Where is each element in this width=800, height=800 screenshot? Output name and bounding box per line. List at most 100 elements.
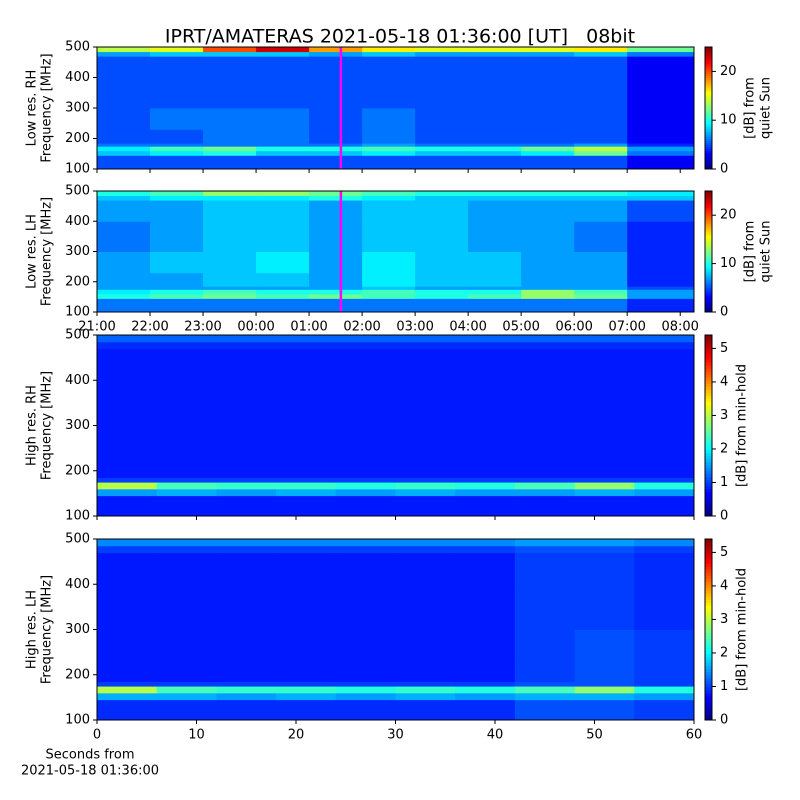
colorbar-tick-label: 1 <box>720 679 728 694</box>
y-tick-label: 200 <box>65 131 90 146</box>
heatmap-cell <box>362 195 416 201</box>
heatmap-cell <box>203 56 257 78</box>
heatmap-cell <box>203 77 257 109</box>
heatmap-cell <box>156 686 217 694</box>
heatmap-cell <box>216 545 277 554</box>
heatmap-cell <box>256 51 310 57</box>
colorbar-cell <box>705 63 712 66</box>
y-axis-label: High res. LH <box>25 590 40 669</box>
y-tick-label: 400 <box>65 214 90 229</box>
heatmap-cell <box>97 108 151 130</box>
heatmap-cell <box>574 686 635 694</box>
heatmap-cell <box>156 482 217 490</box>
heatmap-cell <box>468 298 522 313</box>
heatmap-cell <box>203 221 257 252</box>
colorbar-cell <box>705 551 712 555</box>
colorbar-tick-label: 10 <box>720 113 737 128</box>
heatmap-cell <box>335 545 396 554</box>
heatmap-cell <box>150 51 204 57</box>
heatmap-cell <box>276 477 337 483</box>
heatmap-cell <box>455 545 516 554</box>
heatmap-cell <box>521 293 575 299</box>
colorbar-cell <box>705 263 712 267</box>
colorbar-cell <box>705 668 712 673</box>
colorbar-cell <box>705 134 712 137</box>
heatmap-cell <box>203 251 257 274</box>
colorbar-cell <box>705 99 712 103</box>
heatmap-cell <box>203 155 257 170</box>
heatmap-cell <box>97 482 158 490</box>
heatmap-cell <box>150 146 204 152</box>
colorbar-label: quiet Sun <box>759 77 774 139</box>
colorbar-cell <box>705 67 712 70</box>
heatmap-cell <box>574 143 628 147</box>
heatmap-cell <box>203 286 257 290</box>
heatmap-cell <box>362 289 416 295</box>
heatmap-cell <box>216 584 277 630</box>
heatmap-cell <box>156 341 217 350</box>
heatmap-cell <box>216 348 277 381</box>
heatmap-cell <box>362 108 416 130</box>
heatmap-cell <box>156 539 217 547</box>
colorbar-cell <box>705 291 712 295</box>
colorbar-cell <box>705 608 712 612</box>
heatmap-cell <box>415 293 469 299</box>
heatmap-cell <box>468 108 522 130</box>
colorbar-cell <box>705 542 712 546</box>
heatmap-cell <box>150 150 204 156</box>
heatmap-cell <box>627 286 695 290</box>
colorbar-cell <box>705 295 712 299</box>
heatmap-cell <box>216 380 277 426</box>
colorbar-cell <box>705 87 712 91</box>
x-tick-label: 60 <box>686 728 703 743</box>
colorbar-tick-label: 2 <box>720 645 728 660</box>
heatmap-cell <box>634 584 695 630</box>
heatmap-cell <box>276 699 337 721</box>
heatmap-cell <box>156 425 217 458</box>
x-tick-label: 07:00 <box>608 320 645 335</box>
heatmap-cell <box>574 482 635 490</box>
heatmap-cell <box>216 341 277 350</box>
colorbar-cell <box>705 392 712 396</box>
heatmap-cell <box>97 457 158 479</box>
heatmap-cell <box>97 380 158 426</box>
colorbar-cell <box>705 425 712 430</box>
colorbar-tick-label: 0 <box>720 305 728 320</box>
colorbar-cell <box>705 692 712 697</box>
heatmap-cell <box>97 143 151 147</box>
heatmap-cell <box>634 692 695 701</box>
colorbar-cell <box>705 265 712 269</box>
heatmap-cell <box>97 335 158 343</box>
heatmap-cell <box>455 348 516 381</box>
heatmap-cell <box>634 686 695 694</box>
colorbar-tick-label: 5 <box>720 341 728 356</box>
heatmap-cell <box>203 293 257 299</box>
y-tick-label: 500 <box>65 40 90 55</box>
heatmap-cell <box>521 289 575 295</box>
colorbar-cell <box>705 193 712 196</box>
heatmap-cell <box>309 56 363 78</box>
colorbar-cell <box>705 407 712 411</box>
heatmap-cell <box>634 629 695 662</box>
colorbar-cell <box>705 55 712 58</box>
heatmap-cell <box>97 286 151 290</box>
colorbar-tick-label: 0 <box>720 162 728 177</box>
heatmap-cell <box>395 539 456 547</box>
colorbar-cell <box>705 164 712 168</box>
heatmap-cell <box>574 289 628 295</box>
heatmap-cell <box>521 47 575 53</box>
x-tick-label: 30 <box>387 728 404 743</box>
heatmap-cell <box>150 191 204 197</box>
colorbar-label: [dB] from min-hold <box>735 568 750 691</box>
heatmap-cell <box>156 661 217 683</box>
colorbar-cell <box>705 122 712 125</box>
heatmap-cell <box>309 143 363 147</box>
heatmap-cell <box>97 289 151 295</box>
heatmap-cell <box>362 77 416 109</box>
colorbar-cell <box>705 293 712 297</box>
y-axis-label: Frequency [MHz] <box>40 371 55 480</box>
colorbar-cell <box>705 656 712 661</box>
heatmap-cell <box>514 629 576 662</box>
colorbar-cell <box>705 271 712 275</box>
heatmap-cell <box>395 488 456 497</box>
